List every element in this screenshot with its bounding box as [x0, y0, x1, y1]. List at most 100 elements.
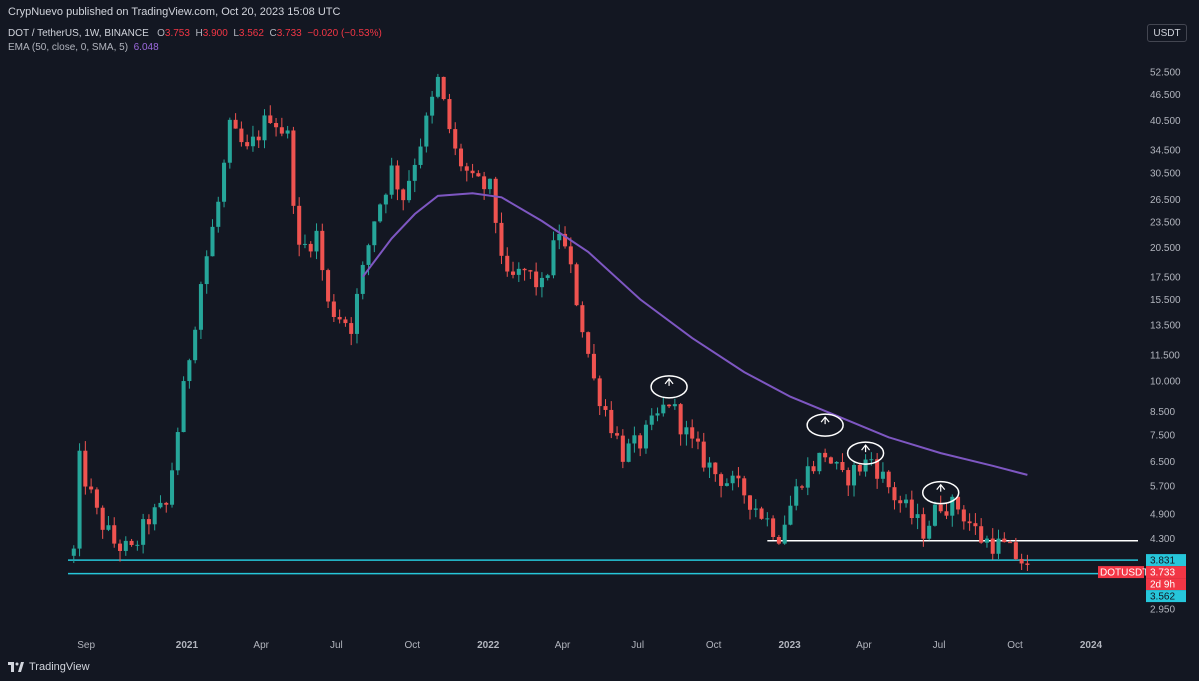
candle-body	[227, 119, 232, 163]
candle-body	[563, 233, 568, 247]
candle-body	[291, 130, 296, 206]
candle-body	[245, 142, 250, 147]
candle-body	[759, 508, 764, 519]
candle-body	[799, 486, 805, 488]
low-label: L	[233, 28, 239, 39]
candle-body	[742, 478, 747, 496]
candle-body	[545, 275, 550, 278]
candle-body	[106, 525, 111, 530]
candle-body	[539, 277, 544, 288]
ema-legend-row[interactable]: EMA (50, close, 0, SMA, 5) 6.048	[8, 41, 382, 55]
candle-body	[909, 499, 914, 519]
candle-body	[499, 222, 504, 256]
candle-body	[256, 136, 261, 141]
price-tag-label: 2d 9h	[1150, 580, 1175, 591]
y-tick-label: 8.500	[1150, 407, 1175, 418]
candle-body	[823, 452, 828, 458]
candle-body	[372, 221, 377, 246]
candle-body	[753, 508, 758, 510]
annotations	[650, 375, 960, 505]
candle-body	[493, 178, 498, 223]
y-tick-label: 4.900	[1150, 510, 1175, 521]
candle-body	[944, 511, 949, 516]
price-tag	[1146, 554, 1186, 567]
footer-brand-label: TradingView	[29, 661, 90, 673]
candle-body	[222, 162, 227, 202]
x-tick-label: 2023	[778, 640, 801, 651]
y-tick-label: 7.500	[1150, 430, 1175, 441]
candle-body	[551, 240, 556, 276]
ohlc-legend-row: DOT / TetherUS, 1W, BINANCE O3.753 H3.90…	[8, 27, 382, 41]
candle-body	[713, 462, 718, 475]
price-tag-label: 3.733	[1150, 568, 1175, 579]
chart-legend: DOT / TetherUS, 1W, BINANCE O3.753 H3.90…	[8, 27, 382, 55]
y-tick-label: 46.500	[1150, 90, 1181, 101]
x-tick-label: Oct	[706, 640, 722, 651]
candle-body	[511, 271, 516, 275]
close-label: C	[269, 28, 277, 39]
x-tick-label: Jul	[631, 640, 644, 651]
candle-body	[337, 316, 342, 320]
candle-body	[216, 201, 221, 227]
circle-annotation	[846, 441, 885, 465]
candle-body	[840, 461, 845, 471]
candle-body	[146, 519, 151, 525]
footer-brand: TradingView	[8, 661, 90, 673]
candle-body	[320, 230, 325, 271]
candle-body	[522, 268, 527, 271]
candle-body	[898, 500, 903, 504]
x-tick-label: Jul	[330, 640, 343, 651]
candle-body	[482, 176, 487, 190]
x-tick-label: Oct	[405, 640, 421, 651]
y-tick-label: 34.500	[1150, 146, 1181, 157]
y-tick-label: 11.500	[1150, 351, 1180, 362]
candle-body	[112, 525, 117, 544]
candle-body	[597, 378, 602, 407]
candle-body	[730, 475, 735, 484]
candle-body	[869, 459, 874, 461]
candle-body	[649, 415, 654, 425]
candle-body	[314, 230, 319, 252]
price-tag	[1146, 566, 1186, 579]
x-tick-label: 2022	[477, 640, 500, 651]
candle-body	[401, 189, 406, 201]
candle-body	[77, 450, 82, 549]
candle-body	[250, 136, 255, 147]
candle-body	[135, 544, 140, 546]
y-tick-label: 4.300	[1150, 534, 1175, 545]
candle-body	[123, 540, 128, 551]
candle-body	[164, 502, 169, 505]
ema-label: EMA (50, close, 0, SMA, 5)	[8, 42, 129, 53]
candle-body	[204, 256, 209, 285]
candle-body	[620, 435, 625, 462]
y-tick-label: 5.700	[1150, 481, 1175, 492]
arrow-annotation	[861, 444, 871, 453]
candle-body	[938, 504, 943, 512]
x-tick-label: Sep	[77, 640, 95, 651]
time-axis[interactable]: Sep 2021 Apr Jul Oct 2022 Apr Jul Oct 2023 Apr Jul O…	[77, 640, 1102, 651]
candle-body	[684, 427, 689, 435]
candle-body	[586, 332, 591, 354]
candle-body	[378, 204, 383, 222]
arrow-annotation	[664, 377, 674, 386]
y-tick-label: 52.500	[1150, 67, 1181, 78]
arrow-annotation	[936, 483, 946, 492]
candle-body	[880, 471, 885, 479]
candle-body	[851, 464, 857, 486]
price-axis[interactable]: 52.500 46.500 40.500 34.500 30.500 26.500 23.5…	[1150, 67, 1181, 615]
currency-button[interactable]: USDT	[1147, 24, 1187, 42]
candle-body	[516, 268, 521, 275]
y-tick-label: 2.950	[1150, 604, 1175, 615]
y-tick-label: 15.500	[1150, 295, 1181, 306]
candle-body	[458, 148, 464, 167]
symbol-tag-label: DOTUSDT	[1100, 568, 1148, 579]
candle-body	[464, 166, 469, 171]
symbol-label[interactable]: DOT / TetherUS, 1W, BINANCE	[8, 28, 149, 39]
candle-body	[927, 525, 932, 539]
candle-body	[996, 538, 1001, 554]
candle-body	[603, 406, 608, 410]
candle-body	[667, 404, 672, 407]
candle-body	[724, 483, 729, 486]
candle-body	[331, 301, 336, 317]
